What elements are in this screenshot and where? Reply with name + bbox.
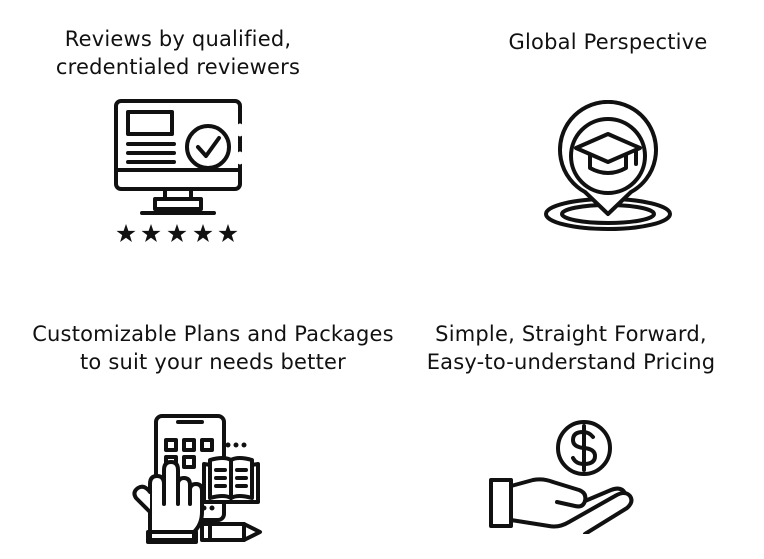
feature-title-line: Reviews by qualified, <box>64 27 292 51</box>
feature-title-line: Easy-to-understand Pricing <box>426 350 716 374</box>
feature-title-reviews: Reviews by qualified, credentialed revie… <box>28 25 328 81</box>
feature-title-line: credentialed reviewers <box>55 55 301 79</box>
feature-title-line: Customizable Plans and Packages <box>32 322 394 346</box>
graduation-cap-location-pin-icon <box>540 100 676 235</box>
feature-title-pricing: Simple, Straight Forward, Easy-to-unders… <box>420 320 722 376</box>
feature-title-line: Global Perspective <box>508 30 708 54</box>
feature-title-global: Global Perspective <box>458 28 758 56</box>
hand-dollar-coin-icon <box>487 416 637 534</box>
feature-title-line: Simple, Straight Forward, <box>435 322 707 346</box>
tablet-hand-book-pencil-icon <box>132 412 264 547</box>
feature-title-plans: Customizable Plans and Packages to suit … <box>23 320 403 376</box>
feature-title-line: to suit your needs better <box>79 350 346 374</box>
monitor-check-stars-icon <box>110 96 245 248</box>
